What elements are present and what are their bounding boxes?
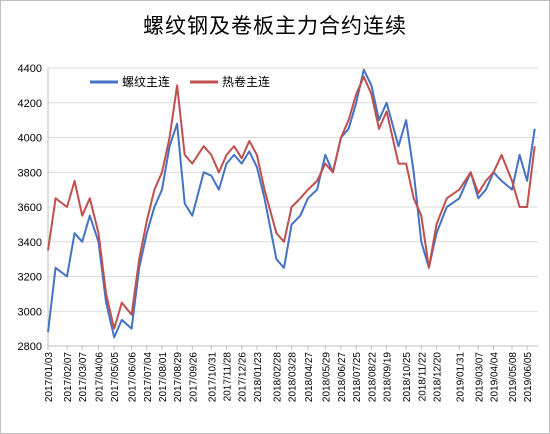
x-tick-label: 2018/12/20 bbox=[433, 352, 444, 402]
x-axis: 2017/01/03 2017/02/07 2017/03/07 2017/04/06… bbox=[44, 345, 538, 402]
series-line bbox=[47, 68, 536, 339]
y-axis: 2800 3000 3200 3400 3600 3800 4000 4200 4400 bbox=[18, 63, 49, 353]
x-tick-label: 2017/01/03 bbox=[44, 352, 55, 402]
x-tick-label: 2017/12/26 bbox=[238, 352, 249, 402]
x-tick-label: 2018/03/28 bbox=[288, 352, 299, 402]
x-tick-label: 2017/08/29 bbox=[173, 352, 184, 402]
x-tick-label: 2017/05/05 bbox=[110, 352, 121, 402]
x-tick-label: 2017/09/26 bbox=[188, 352, 199, 402]
x-tick-label: 2018/04/27 bbox=[304, 352, 315, 402]
chart-title: 螺纹钢及卷板主力合约连续 bbox=[143, 14, 407, 38]
x-tick-label: 2018/07/25 bbox=[352, 352, 363, 402]
y-tick-label: 4200 bbox=[18, 98, 42, 110]
x-tick-label: 2017/02/07 bbox=[63, 352, 74, 402]
x-tick-label: 2018/10/25 bbox=[402, 352, 413, 402]
legend: 螺纹主连 热卷主连 bbox=[90, 74, 270, 89]
x-tick-label: 2019/04/04 bbox=[490, 352, 501, 402]
x-tick-label: 2017/11/28 bbox=[223, 352, 234, 402]
x-tick-label: 2018/11/22 bbox=[417, 352, 428, 402]
y-tick-label: 3600 bbox=[18, 202, 42, 214]
x-tick-label: 2019/05/08 bbox=[508, 352, 519, 402]
series-lines bbox=[47, 68, 536, 339]
y-tick-label: 3200 bbox=[18, 272, 42, 284]
x-tick-label: 2017/10/31 bbox=[207, 352, 218, 402]
x-tick-label: 2018/02/28 bbox=[272, 352, 283, 402]
series-line bbox=[47, 75, 536, 330]
x-tick-label: 2019/06/05 bbox=[523, 352, 534, 402]
y-tick-label: 3800 bbox=[18, 167, 42, 179]
x-tick-label: 2017/06/06 bbox=[128, 352, 139, 402]
x-tick-label: 2018/09/19 bbox=[383, 352, 394, 402]
x-tick-label: 2018/06/27 bbox=[337, 352, 348, 402]
x-tick-label: 2018/08/22 bbox=[367, 352, 378, 402]
y-tick-label: 2800 bbox=[18, 341, 42, 353]
x-tick-label: 2017/03/07 bbox=[78, 352, 89, 402]
x-tick-label: 2018/01/23 bbox=[253, 352, 264, 402]
x-tick-label: 2019/01/31 bbox=[455, 352, 466, 402]
y-tick-label: 4000 bbox=[18, 133, 42, 145]
legend-label: 螺纹主连 bbox=[122, 74, 170, 89]
y-tick-label: 3400 bbox=[18, 237, 42, 249]
x-tick-label: 2019/03/07 bbox=[474, 352, 485, 402]
y-tick-label: 4400 bbox=[18, 63, 42, 75]
y-tick-label: 3000 bbox=[18, 306, 42, 318]
x-tick-label: 2017/04/06 bbox=[94, 352, 105, 402]
x-tick-label: 2018/05/29 bbox=[321, 352, 332, 402]
legend-label: 热卷主连 bbox=[222, 74, 270, 89]
x-tick-label: 2017/08/01 bbox=[158, 352, 169, 402]
x-tick-label: 2017/07/04 bbox=[143, 352, 154, 402]
